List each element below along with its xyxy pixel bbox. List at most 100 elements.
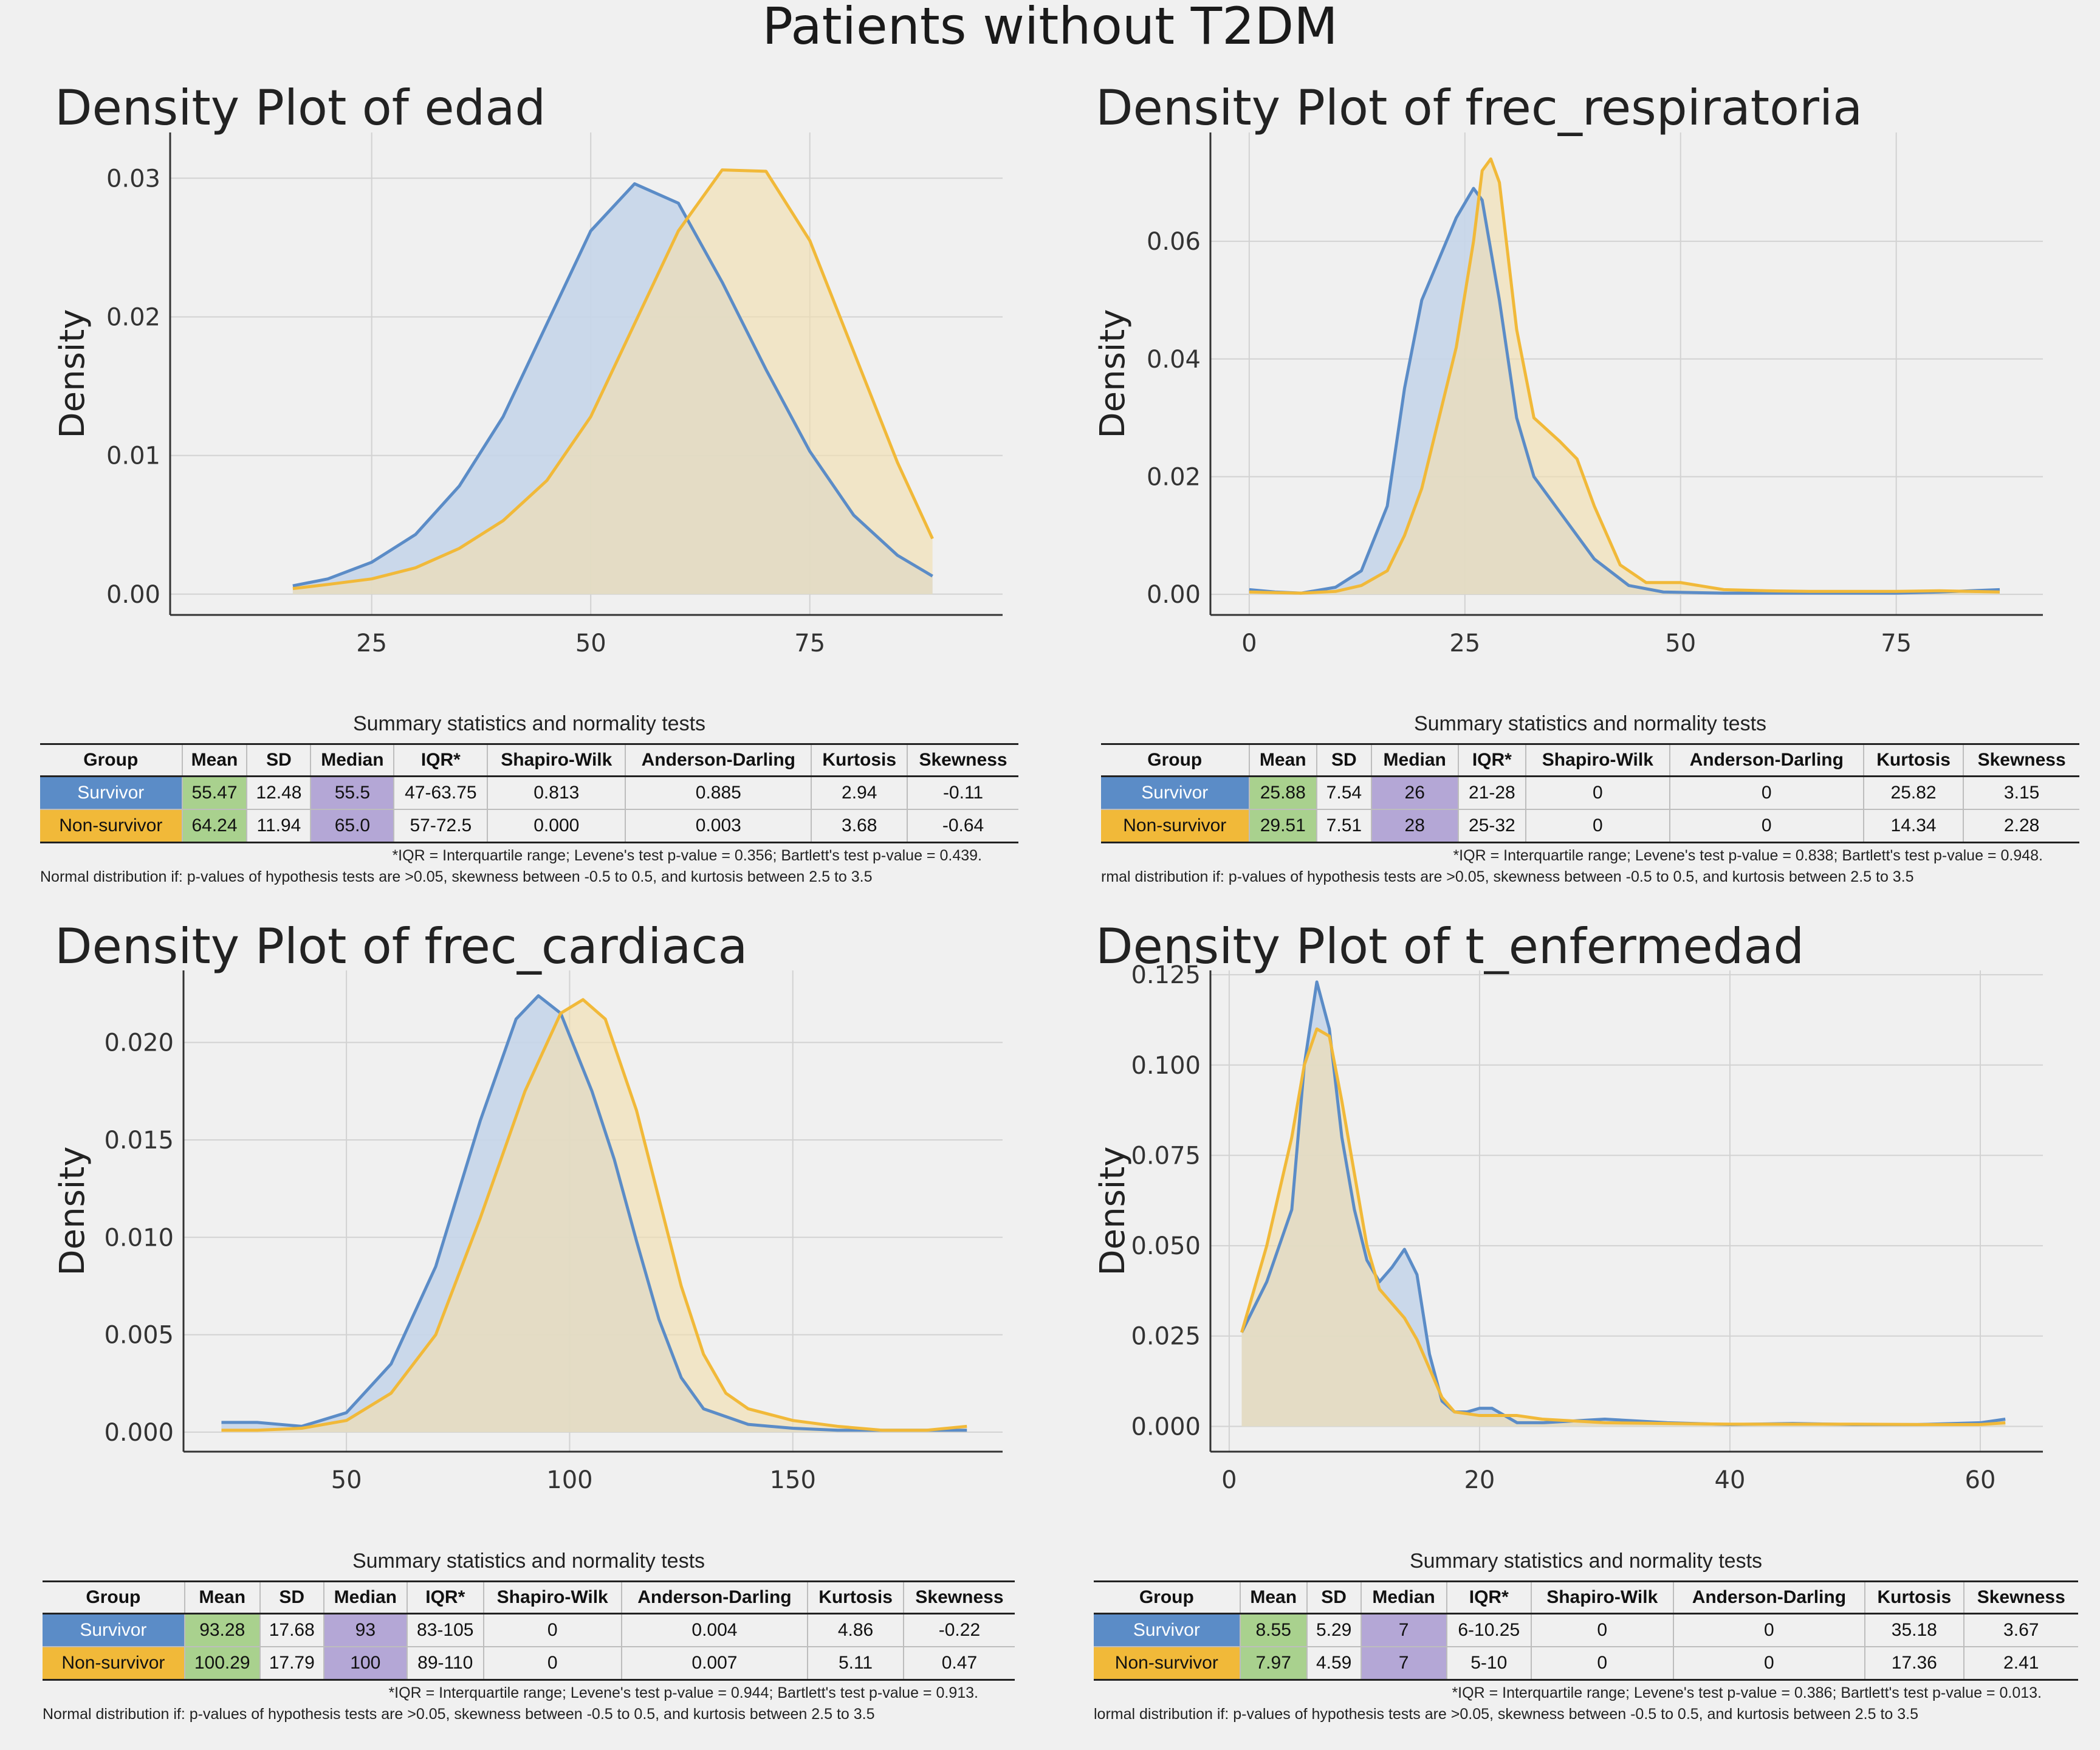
density-line-survivor [1249, 187, 2000, 595]
table-cell: 17.79 [259, 1647, 324, 1681]
column-header: Group [1094, 1580, 1240, 1614]
y-tick-label: 0.025 [1131, 1323, 1201, 1351]
y-tick-label: 0.000 [1131, 1413, 1201, 1441]
column-header: Shapiro-Wilk [482, 1580, 622, 1614]
table-footnote: *IQR = Interquartile range; Levene's tes… [388, 1684, 978, 1701]
table-cell: 7.97 [1239, 1647, 1307, 1681]
table-cell: 11.94 [246, 809, 311, 843]
table-title: Summary statistics and normality tests [1409, 1549, 1763, 1573]
table-cell: 0 [482, 1613, 622, 1647]
summary-table-frec-cardiaca: Summary statistics and normality tests Gr… [43, 1549, 1015, 1723]
column-header: Shapiro-Wilk [1530, 1580, 1673, 1614]
x-tick-label: 50 [575, 630, 606, 657]
table-cell: 5.11 [807, 1647, 904, 1681]
y-tick-label: 0.125 [1131, 961, 1201, 989]
column-header: Kurtosis [807, 1580, 904, 1614]
table-cell: 0.007 [620, 1647, 808, 1681]
table-cell: 6-10.25 [1446, 1613, 1531, 1647]
column-header: Skewness [902, 1580, 1015, 1614]
y-tick-label: 0.050 [1131, 1232, 1201, 1260]
table-cell: 0.47 [902, 1647, 1015, 1681]
table-cell: 3.67 [1963, 1613, 2078, 1647]
density-line-non-survivor [221, 998, 967, 1432]
table-cell: 14.34 [1862, 809, 1964, 843]
table-cell: 0.004 [620, 1613, 808, 1647]
x-tick-label: 150 [770, 1466, 816, 1494]
stats-table: Group Mean SD Median IQR* Shapiro-Wilk Anderso… [1101, 743, 2079, 843]
table-cell: 17.36 [1864, 1647, 1964, 1681]
table-cell: 100 [323, 1647, 407, 1681]
table-normality-note: Normal distribution if: p-values of hypo… [43, 1706, 875, 1723]
column-header: Median [1370, 743, 1458, 777]
table-cell: 0 [1672, 1647, 1865, 1681]
table-cell: 25-32 [1457, 809, 1526, 843]
density-line-survivor [292, 182, 933, 588]
table-title: Summary statistics and normality tests [1413, 712, 1767, 735]
y-tick-label: 0.075 [1131, 1142, 1201, 1170]
table-cell: 0 [1530, 1613, 1673, 1647]
table-cell: 0.813 [487, 776, 626, 810]
table-cell: 0 [1672, 1613, 1865, 1647]
table-cell: 0 [482, 1647, 622, 1681]
summary-table-edad: Summary statistics and normality tests Gr… [40, 712, 1018, 886]
table-cell: 35.18 [1864, 1613, 1964, 1647]
column-header: Anderson-Darling [1672, 1580, 1865, 1614]
column-header: Median [323, 1580, 407, 1614]
table-title: Summary statistics and normality tests [352, 712, 706, 735]
table-row: Non-survivor 7.97 4.59 7 5-10 0 0 17.36 2.41 [1094, 1647, 2078, 1681]
x-tick-label: 75 [794, 630, 825, 657]
density-plot-0: Density Plot of edad Density 25 50 75 0.00 0.0… [53, 80, 1003, 657]
y-tick-label: 0.02 [106, 303, 160, 331]
table-cell: Survivor [40, 776, 182, 810]
table-cell: 29.51 [1248, 809, 1317, 843]
table-cell: Survivor [1101, 776, 1249, 810]
table-cell: 7.51 [1316, 809, 1371, 843]
column-header: Median [1360, 1580, 1447, 1614]
table-cell: 25.82 [1862, 776, 1964, 810]
stats-table: Group Mean SD Median IQR* Shapiro-Wilk Anderso… [40, 743, 1018, 843]
table-row: Survivor 8.55 5.29 7 6-10.25 0 0 35.18 3.67 [1094, 1613, 2078, 1647]
table-row: Non-survivor 29.51 7.51 28 25-32 0 0 14.34 2.28 [1101, 809, 2079, 843]
y-tick-label: 0.04 [1147, 346, 1201, 374]
y-tick-label: 0.000 [104, 1419, 174, 1447]
column-header: Group [40, 743, 182, 777]
y-tick-label: 0.005 [104, 1322, 174, 1350]
column-header: Group [1101, 743, 1249, 777]
table-cell: 3.68 [811, 809, 908, 843]
table-row: Survivor 93.28 17.68 93 83-105 0 0.004 4.86 -0.2… [43, 1613, 1015, 1647]
table-cell: 0 [1669, 776, 1864, 810]
y-axis-label: Density [1093, 1147, 1133, 1276]
y-tick-label: 0.020 [104, 1029, 174, 1057]
density-plot-3: Density Plot of t_enfermedad Density 0 20 40… [1093, 918, 2043, 1494]
table-row: Non-survivor 64.24 11.94 65.0 57-72.5 0.000 0.… [40, 809, 1018, 843]
stats-table: Group Mean SD Median IQR* Shapiro-Wilk Anderso… [43, 1580, 1015, 1681]
column-header: Anderson-Darling [625, 743, 812, 777]
density-line-non-survivor [1240, 1027, 2006, 1426]
table-cell: 7 [1360, 1613, 1447, 1647]
table-cell: Survivor [43, 1613, 185, 1647]
x-tick-label: 75 [1881, 630, 1912, 657]
x-tick-label: 60 [1965, 1466, 1996, 1494]
x-tick-label: 50 [331, 1466, 362, 1494]
table-cell: 83-105 [406, 1613, 484, 1647]
y-tick-label: 0.01 [106, 442, 160, 470]
table-cell: Non-survivor [43, 1647, 185, 1681]
column-header: Mean [184, 1580, 260, 1614]
y-tick-label: 0.06 [1147, 228, 1201, 256]
table-cell: 2.41 [1963, 1647, 2078, 1681]
table-cell: -0.22 [902, 1613, 1015, 1647]
plot-title: Density Plot of t_enfermedad [1096, 918, 1804, 975]
table-cell: 17.68 [259, 1613, 324, 1647]
table-cell: 28 [1370, 809, 1458, 843]
summary-table-frec-respiratoria: Summary statistics and normality tests Gr… [1101, 712, 2079, 886]
density-plot-2: Density Plot of frec_cardiaca Density 50 10… [53, 918, 1003, 1494]
stats-table: Group Mean SD Median IQR* Shapiro-Wilk Anderso… [1094, 1580, 2078, 1681]
column-header: Anderson-Darling [1669, 743, 1864, 777]
column-header: Group [43, 1580, 185, 1614]
table-cell: 0.003 [625, 809, 812, 843]
x-tick-label: 100 [546, 1466, 592, 1494]
table-cell: 93.28 [184, 1613, 260, 1647]
column-header: Skewness [1963, 743, 2079, 777]
y-tick-label: 0.015 [104, 1127, 174, 1155]
